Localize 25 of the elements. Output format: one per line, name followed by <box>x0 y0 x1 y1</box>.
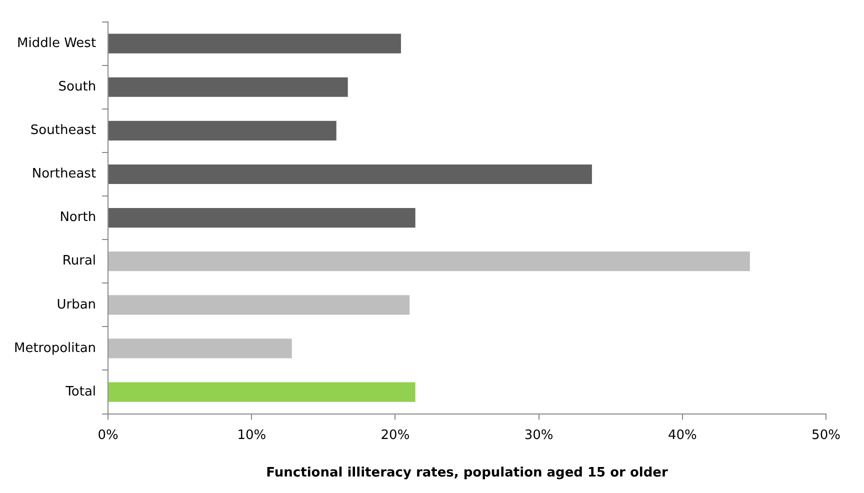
bar <box>108 338 292 358</box>
y-tick-label: Rural <box>62 254 96 269</box>
x-tick-label: 20% <box>380 428 410 443</box>
bar <box>108 34 401 54</box>
bar <box>108 295 410 315</box>
bar <box>108 77 348 97</box>
y-tick-label: South <box>58 80 96 95</box>
y-tick-label: Northeast <box>32 166 96 182</box>
x-tick-label: 40% <box>668 428 697 443</box>
bar <box>108 120 336 140</box>
y-tick-label: Total <box>64 384 96 400</box>
y-tick-label: Urban <box>56 297 96 312</box>
y-tick-label: North <box>60 210 96 226</box>
bar <box>108 164 592 184</box>
x-tick-label: 0% <box>98 428 118 443</box>
x-tick-label: 50% <box>812 428 840 443</box>
y-tick-label: Middle West <box>17 36 96 51</box>
x-tick-label: 30% <box>524 428 554 443</box>
x-axis-title: Functional illiteracy rates, population aged 15 or older <box>266 466 668 481</box>
bar <box>108 382 416 402</box>
y-tick-label: Southeast <box>30 123 96 138</box>
bar <box>108 208 416 228</box>
bar <box>108 252 750 272</box>
x-tick-label: 10% <box>237 428 266 443</box>
y-tick-label: Metropolitan <box>14 340 96 356</box>
